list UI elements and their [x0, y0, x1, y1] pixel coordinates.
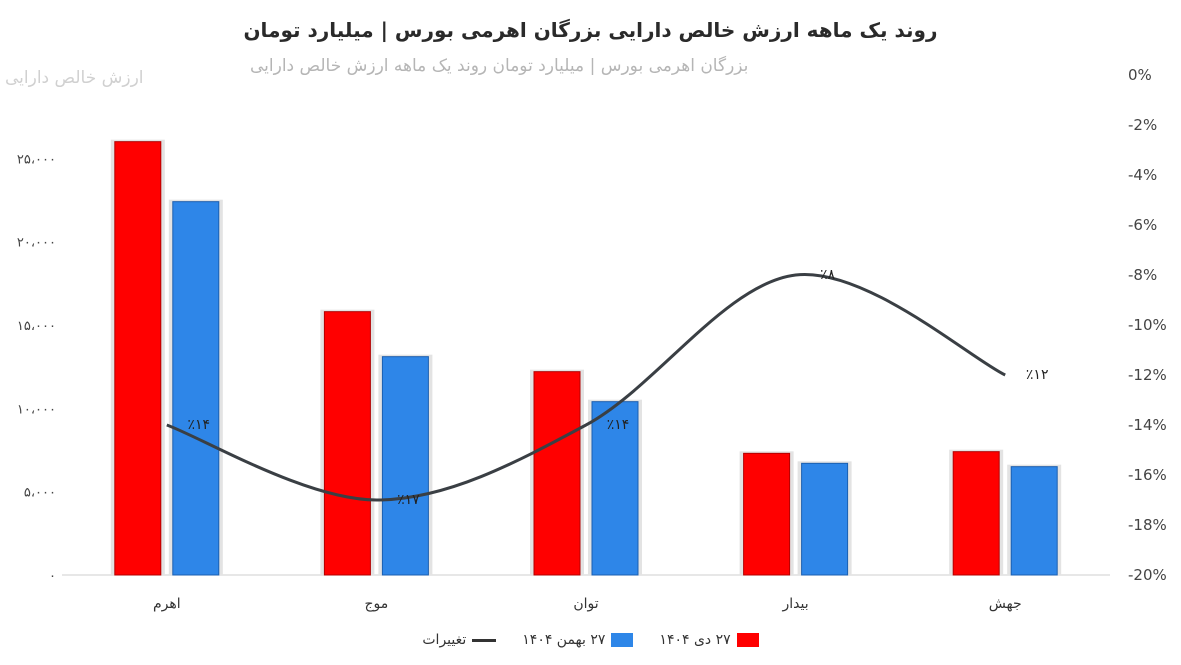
- change-label: ٪۱۲: [1026, 367, 1049, 383]
- y-left-tick-label: ۰: [49, 569, 56, 584]
- x-tick-label: موج: [365, 596, 389, 612]
- legend-label-dey: ۲۷ دی ۱۴۰۴: [659, 632, 731, 648]
- ghost-overlay-text-2: ارزش خالص دارایی: [5, 68, 144, 88]
- bar-dey: [952, 451, 1000, 576]
- bar-bahman: [381, 356, 429, 576]
- legend-swatch-line: [472, 638, 497, 642]
- y-left-tick-label: ۵،۰۰۰: [24, 486, 56, 501]
- bar-dey: [323, 311, 371, 576]
- legend-swatch-red: [736, 633, 759, 647]
- y-right-tick-label: -6%: [1128, 216, 1157, 234]
- legend-label-bahman: ۲۷ بهمن ۱۴۰۴: [522, 632, 606, 648]
- legend-item-change: تغییرات: [422, 632, 497, 648]
- x-tick-label: اهرم: [153, 596, 181, 612]
- y-left-tick-label: ۲۵،۰۰۰: [17, 152, 56, 167]
- legend-label-change: تغییرات: [422, 632, 467, 648]
- change-line: [166, 273, 1006, 502]
- legend-swatch-blue: [611, 633, 634, 647]
- y-left-tick-label: ۱۵،۰۰۰: [17, 319, 56, 334]
- bar-bahman: [172, 201, 220, 576]
- y-right-tick-label: -2%: [1128, 116, 1157, 134]
- y-right-tick-label: 0%: [1128, 66, 1152, 84]
- bar-dey: [743, 452, 791, 576]
- y-right-tick-label: -20%: [1128, 566, 1167, 584]
- bar-dey: [114, 141, 162, 576]
- change-label: ٪۸: [820, 267, 836, 283]
- change-label: ٪۱۴: [607, 417, 630, 433]
- y-right-tick-label: -18%: [1128, 516, 1167, 534]
- change-label: ٪۱۷: [397, 492, 420, 508]
- x-tick-label: جهش: [989, 596, 1022, 612]
- bar-bahman: [1010, 466, 1058, 576]
- y-left-tick-label: ۱۰،۰۰۰: [17, 402, 56, 417]
- y-right-tick-label: -12%: [1128, 366, 1167, 384]
- bar-dey: [533, 371, 581, 576]
- legend: ۲۷ دی ۱۴۰۴ ۲۷ بهمن ۱۴۰۴ تغییرات: [0, 632, 1181, 648]
- y-right-tick-label: -10%: [1128, 316, 1167, 334]
- y-right-tick-label: -8%: [1128, 266, 1157, 284]
- chart-title: روند یک ماهه ارزش خالص دارایی بزرگان اهر…: [243, 18, 938, 42]
- bar-bahman: [801, 462, 849, 576]
- x-tick-label: توان: [573, 596, 598, 612]
- legend-item-bahman: ۲۷ بهمن ۱۴۰۴: [522, 632, 634, 648]
- y-left-tick-label: ۲۰،۰۰۰: [17, 236, 56, 251]
- y-right-tick-label: -16%: [1128, 466, 1167, 484]
- ghost-overlay-text: بزرگان اهرمی بورس | میلیارد تومان روند ی…: [250, 56, 749, 76]
- bar-bahman: [591, 401, 639, 576]
- change-label: ٪۱۴: [188, 417, 211, 433]
- legend-item-dey: ۲۷ دی ۱۴۰۴: [659, 632, 759, 648]
- y-right-tick-label: -4%: [1128, 166, 1157, 184]
- x-tick-label: بیدار: [782, 596, 809, 612]
- y-right-tick-label: -14%: [1128, 416, 1167, 434]
